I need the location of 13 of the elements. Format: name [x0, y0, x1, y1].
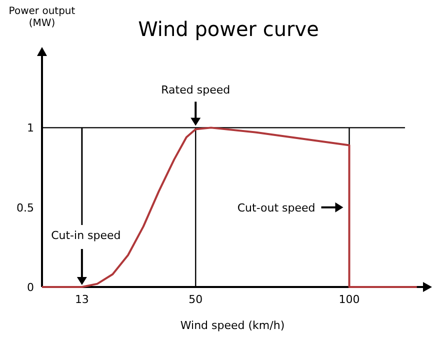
annotation: Cut-out speed	[237, 201, 316, 214]
annotation: Rated speed	[161, 84, 230, 97]
y-tick-label: 0.5	[16, 201, 34, 214]
x-axis-title: Wind speed (km/h)	[180, 319, 285, 332]
chart-title: Wind power curve	[138, 17, 319, 41]
x-tick-label: 100	[338, 293, 360, 306]
line-series	[41, 126, 418, 288]
x-tick-label: 50	[188, 293, 203, 306]
annotation: Cut-in speed	[51, 229, 121, 242]
x-tick-label: 13	[74, 293, 89, 306]
y-axis-title: Power output (MW)	[8, 6, 76, 29]
y-tick-label: 1	[27, 122, 34, 135]
y-tick-label: 0	[27, 281, 34, 294]
